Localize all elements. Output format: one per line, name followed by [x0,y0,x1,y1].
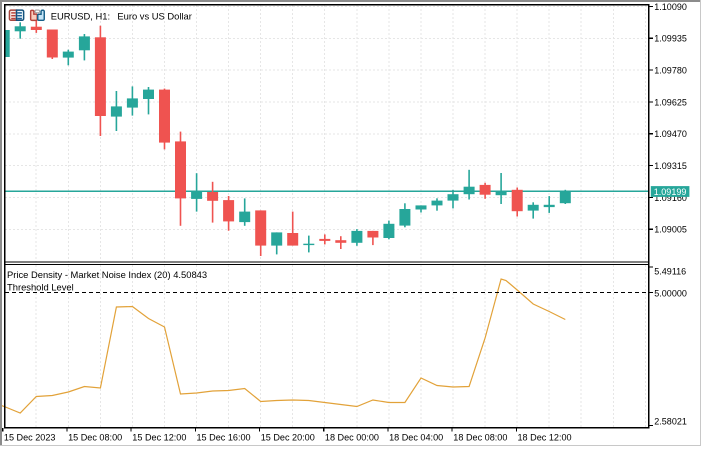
svg-text:1.09780: 1.09780 [654,66,687,76]
svg-text:15 Dec 16:00: 15 Dec 16:00 [197,432,251,442]
svg-text:EURUSD, H1: Euro vs US Dollar: EURUSD, H1: Euro vs US Dollar [51,10,192,21]
svg-text:2.58021: 2.58021 [654,416,687,426]
svg-text:18 Dec 00:00: 18 Dec 00:00 [325,432,379,442]
svg-text:1.09199: 1.09199 [654,187,687,197]
svg-text:1.09470: 1.09470 [654,129,687,139]
svg-text:1.10090: 1.10090 [654,2,687,12]
svg-text:18 Dec 08:00: 18 Dec 08:00 [453,432,507,442]
svg-text:18 Dec 12:00: 18 Dec 12:00 [518,432,572,442]
svg-text:1.09160: 1.09160 [654,193,687,203]
svg-text:Threshold Level: Threshold Level [7,281,74,292]
svg-text:5.49116: 5.49116 [654,266,686,276]
svg-text:1.09625: 1.09625 [654,97,687,107]
svg-text:1.09315: 1.09315 [654,161,687,171]
svg-text:18 Dec 04:00: 18 Dec 04:00 [389,432,443,442]
svg-text:1.09935: 1.09935 [654,34,687,44]
svg-text:Price Density - Market Noise I: Price Density - Market Noise Index (20) … [7,269,207,280]
svg-text:15 Dec 08:00: 15 Dec 08:00 [68,432,122,442]
svg-text:5.00000: 5.00000 [654,288,687,298]
svg-text:1.09005: 1.09005 [654,225,687,235]
svg-text:15 Dec 20:00: 15 Dec 20:00 [261,432,315,442]
svg-text:15 Dec 12:00: 15 Dec 12:00 [132,432,186,442]
svg-text:15 Dec 2023: 15 Dec 2023 [4,432,56,442]
